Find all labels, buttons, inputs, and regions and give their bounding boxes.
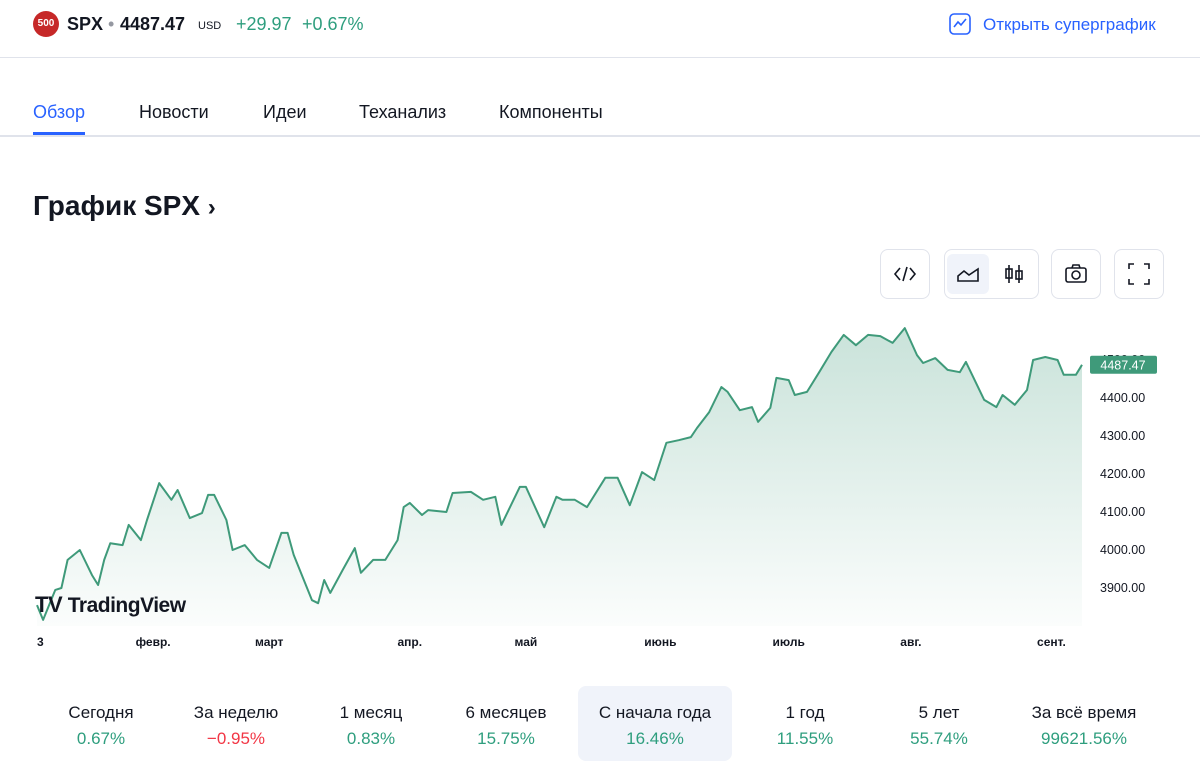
tab[interactable]: Компоненты xyxy=(499,102,603,122)
y-tick: 3900.00 xyxy=(1100,581,1145,595)
last-price-badge xyxy=(1090,355,1157,374)
x-tick: февр. xyxy=(136,635,171,649)
chevron: › xyxy=(207,194,216,221)
y-tick-label: 4000.00 xyxy=(1100,543,1145,557)
period-label: 1 год xyxy=(785,703,825,722)
tab[interactable]: Идеи xyxy=(263,102,307,122)
period[interactable]: За всё время 99621.56% xyxy=(1007,686,1161,761)
period-value: 15.75% xyxy=(477,729,535,748)
tab-bar: Обзор Новости Идеи Теханализ Компоненты xyxy=(0,58,1200,137)
period[interactable]: 1 год 11.55% xyxy=(728,686,882,761)
x-tick-label: апр. xyxy=(397,635,422,649)
tab[interactable]: Теханализ xyxy=(359,102,447,122)
fullscreen-icon xyxy=(1128,263,1150,285)
logo-mark: TV xyxy=(35,592,68,617)
tab[interactable]: Новости xyxy=(139,102,209,122)
tab[interactable]: Обзор xyxy=(33,102,85,135)
period[interactable]: 6 месяцев 15.75% xyxy=(429,686,583,761)
price-line xyxy=(36,327,1083,621)
y-tick-label: 4200.00 xyxy=(1100,467,1145,481)
fullscreen-button[interactable] xyxy=(1114,249,1164,299)
logo-text: TradingView xyxy=(67,594,186,617)
x-tick-label: июнь xyxy=(644,635,676,649)
x-tick-label: 3 xyxy=(37,635,44,649)
snapshot-button[interactable] xyxy=(1051,249,1101,299)
logo: TV TradingView xyxy=(35,592,186,618)
chart: 3900.00 4000.00 4100.00 4200.00 4300.00 4400.… xyxy=(36,327,1157,649)
chart-type-group xyxy=(944,249,1039,299)
area-button[interactable] xyxy=(947,254,989,294)
candles-icon[interactable] xyxy=(993,254,1035,294)
period-value: 0.83% xyxy=(346,729,396,748)
period-label: За неделю xyxy=(193,703,279,722)
period-label: 1 месяц xyxy=(339,703,403,722)
y-tick: 4200.00 xyxy=(1100,467,1145,481)
header: 500 SPX • 4487.47 USD +29.97 +0.67% Откр… xyxy=(0,0,1200,58)
y-tick: 4000.00 xyxy=(1100,543,1145,557)
period[interactable]: 5 лет 55.74% xyxy=(862,686,1016,761)
period-label: С начала года xyxy=(598,703,712,722)
x-tick: июнь xyxy=(644,635,676,649)
symbol-badge: 500 xyxy=(33,11,59,37)
x-tick-label: февр. xyxy=(136,635,171,649)
x-tick-label: июль xyxy=(773,635,805,649)
period[interactable]: С начала года 16.46% xyxy=(578,686,732,761)
period-value: 99621.56% xyxy=(1040,729,1128,748)
x-tick: май xyxy=(514,635,537,649)
period-label: Сегодня xyxy=(68,703,134,722)
separator: • xyxy=(108,14,115,34)
camera-icon xyxy=(1065,264,1087,283)
embed-icon xyxy=(893,266,917,282)
x-tick-label: март xyxy=(255,635,284,649)
last-price-label: 4487.47 xyxy=(1100,358,1145,372)
change: +29.97 xyxy=(236,14,292,34)
y-tick-label: 4300.00 xyxy=(1100,429,1145,443)
x-tick: апр. xyxy=(397,635,422,649)
x-tick: март xyxy=(255,635,284,649)
area-fill xyxy=(37,328,1082,626)
currency: USD xyxy=(198,20,222,32)
y-tick: 4300.00 xyxy=(1100,429,1145,443)
period-label: За всё время xyxy=(1031,703,1137,722)
x-tick: 3 xyxy=(37,635,44,649)
period-value: 11.55% xyxy=(776,729,834,748)
x-tick: сент. xyxy=(1037,635,1066,649)
y-tick-label: 4400.00 xyxy=(1100,391,1145,405)
x-tick-label: авг. xyxy=(900,635,921,649)
superchart-button[interactable]: Открыть суперграфик xyxy=(983,15,1156,34)
y-tick: 4400.00 xyxy=(1100,391,1145,405)
x-tick-label: май xyxy=(514,635,537,649)
x-tick: авг. xyxy=(900,635,921,649)
section-title-text[interactable]: График SPX xyxy=(33,190,201,221)
y-tick: 4100.00 xyxy=(1100,505,1145,519)
period-label: 5 лет xyxy=(918,703,960,722)
period-label: 6 месяцев xyxy=(465,703,547,722)
x-tick: июль xyxy=(773,635,805,649)
change-percent: +0.67% xyxy=(302,14,364,34)
period-value: 16.46% xyxy=(626,729,684,748)
section-title[interactable]: График SPX › xyxy=(33,190,216,222)
period-value: 0.67% xyxy=(76,729,126,748)
price: 4487.47 xyxy=(120,14,186,34)
embed-button[interactable] xyxy=(880,249,930,299)
period[interactable]: Сегодня 0.67% xyxy=(24,686,178,761)
y-tick-label: 4100.00 xyxy=(1100,505,1145,519)
y-tick-label: 3900.00 xyxy=(1100,581,1145,595)
period[interactable]: 1 месяц 0.83% xyxy=(294,686,448,761)
period[interactable]: За неделю −0.95% xyxy=(159,686,313,761)
period-value: 55.74% xyxy=(910,729,968,748)
superchart-icon[interactable] xyxy=(949,13,971,35)
area-icon xyxy=(957,267,979,282)
period-value: −0.95% xyxy=(206,729,266,748)
symbol: SPX xyxy=(67,14,104,34)
x-tick-label: сент. xyxy=(1037,635,1066,649)
